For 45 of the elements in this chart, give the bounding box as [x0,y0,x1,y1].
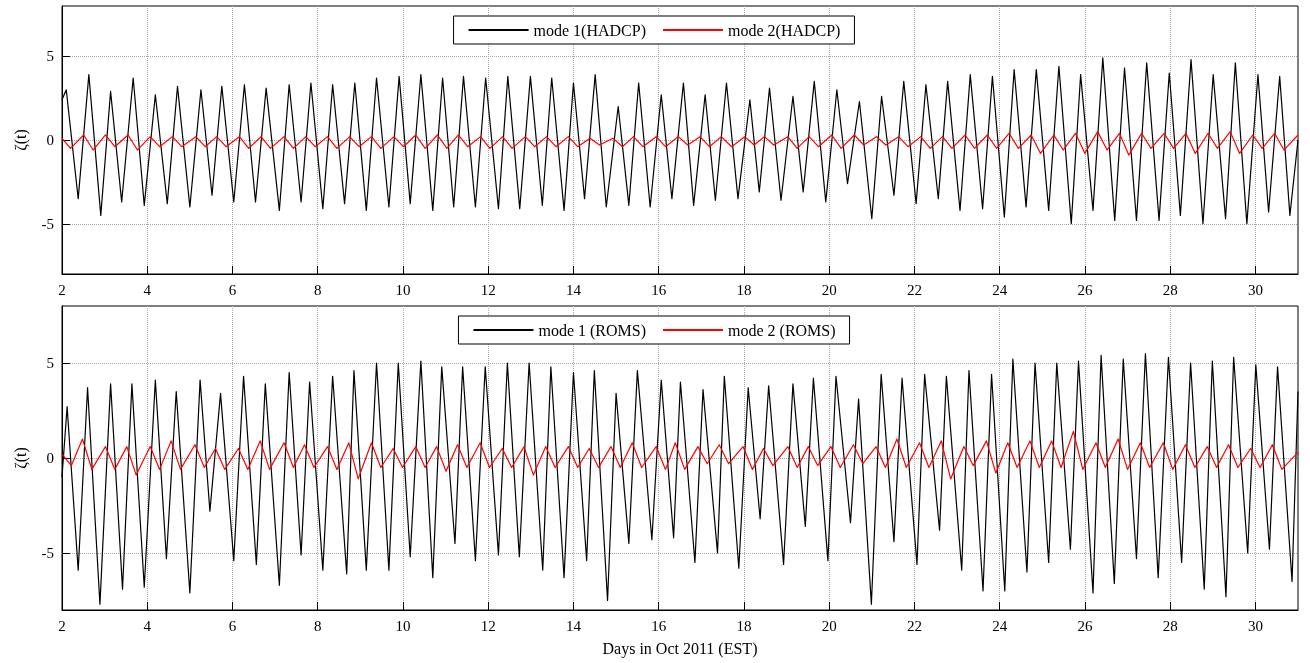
x-tick-label: 30 [1247,617,1263,634]
x-tick-label: 24 [992,617,1008,634]
line-series [61,430,1299,480]
x-tick-label: 20 [821,617,837,634]
y-axis-title: ζ(t) [11,129,30,151]
x-axis-title: Days in Oct 2011 (EST) [602,639,758,658]
x-tick-label: 4 [143,617,152,634]
x-tick-label: 2 [58,281,66,298]
y-axis-title: ζ(t) [11,447,30,469]
x-tick-label: 18 [736,617,752,634]
x-tick-label: 26 [1077,617,1093,634]
legend-label: mode 2 (ROMS) [728,321,836,340]
x-tick-label: 8 [313,617,322,634]
legend-label: mode 1(HADCP) [533,21,646,40]
x-tick-label: 2 [58,617,66,634]
line-series [61,131,1299,156]
x-tick-label: 22 [906,281,922,298]
x-tick-label: 16 [651,617,667,634]
y-tick-label: -5 [41,545,54,561]
x-tick-label: 10 [395,617,411,634]
y-tick-label: 5 [46,355,54,371]
x-tick-label: 14 [565,617,582,634]
x-tick-label: 28 [1162,617,1178,634]
x-tick-label: 12 [480,281,496,298]
x-tick-label: 28 [1162,281,1178,298]
x-tick-label: 20 [821,281,837,298]
x-tick-label: 6 [228,281,237,298]
x-tick-label: 18 [736,281,752,298]
x-tick-label: 30 [1247,281,1263,298]
x-tick-label: 14 [565,281,582,298]
y-tick-label: -5 [41,215,54,232]
legend-label: mode 1 (ROMS) [538,321,647,340]
x-tick-label: 26 [1077,281,1093,298]
x-tick-label: 6 [228,617,237,634]
x-tick-label: 4 [143,281,152,298]
y-tick-label: 0 [46,132,54,148]
x-tick-label: 22 [906,617,922,634]
x-tick-label: 24 [992,281,1008,298]
x-tick-label: 12 [480,617,496,634]
x-tick-label: 16 [651,281,667,298]
y-tick-label: 5 [46,48,54,65]
y-tick-label: 0 [46,450,54,466]
x-tick-label: 8 [313,281,322,298]
x-tick-label: 10 [395,281,411,298]
legend-label: mode 2(HADCP) [728,21,841,40]
